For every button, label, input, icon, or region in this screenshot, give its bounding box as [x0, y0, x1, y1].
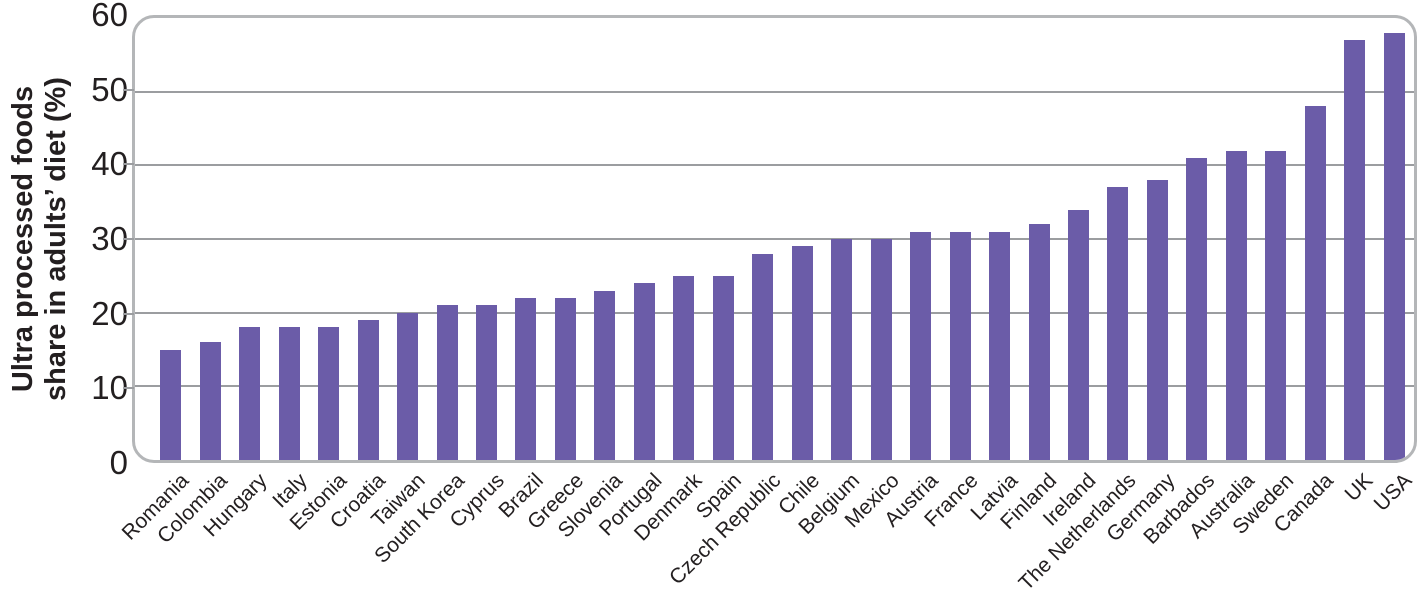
- x-tick-label: USA: [1369, 469, 1417, 516]
- bar-slot: [1059, 18, 1098, 460]
- bar-slot: [388, 18, 427, 460]
- bar-slot: [546, 18, 585, 460]
- bar-denmark: [673, 275, 695, 460]
- bar-slot: [664, 18, 703, 460]
- bar-colombia: [199, 342, 221, 460]
- y-axis-tick: [123, 163, 134, 166]
- bar-brazil: [515, 297, 537, 460]
- bar-austria: [910, 231, 932, 460]
- bar-slot: [1296, 18, 1335, 460]
- y-axis-tick: [123, 387, 134, 390]
- bar-slot: [585, 18, 624, 460]
- gridline: [135, 238, 1414, 240]
- bar-slot: [822, 18, 861, 460]
- bar-czech-republic: [752, 253, 774, 460]
- bar-slot: [1217, 18, 1256, 460]
- bar-uk: [1344, 40, 1366, 460]
- bar-slot: [1019, 18, 1058, 460]
- bar-australia: [1225, 150, 1247, 460]
- y-tick-label: 20: [91, 294, 128, 332]
- bar-slot: [190, 18, 229, 460]
- bar-italy: [278, 327, 300, 460]
- bar-slot: [1177, 18, 1216, 460]
- bar-slot: [901, 18, 940, 460]
- bar-ireland: [1068, 209, 1090, 460]
- y-axis-title-line-1: Ultra processed foods: [7, 85, 39, 393]
- bar-romania: [160, 349, 182, 460]
- y-tick-label: 50: [91, 70, 128, 108]
- bar-slot: [348, 18, 387, 460]
- gridline: [135, 385, 1414, 388]
- gridline: [135, 90, 1414, 93]
- bar-sweden: [1265, 150, 1287, 460]
- bar-cyprus: [475, 305, 497, 460]
- bar-slot: [980, 18, 1019, 460]
- bar-taiwan: [397, 312, 419, 460]
- bar-barbados: [1186, 157, 1208, 460]
- y-tick-label: 30: [91, 220, 128, 257]
- bar-chile: [791, 246, 813, 460]
- bar-slot: [1138, 18, 1177, 460]
- bar-spain: [712, 275, 734, 460]
- bar-mexico: [870, 239, 892, 460]
- y-axis-tick: [123, 312, 134, 315]
- bar-portugal: [633, 283, 655, 460]
- bar-slot: [625, 18, 664, 460]
- y-axis: 0 10 20 30 40 50 60: [40, 0, 128, 481]
- bar-germany: [1146, 180, 1168, 460]
- plot-area: [132, 15, 1417, 463]
- bar-the-netherlands: [1107, 187, 1129, 460]
- bar-france: [949, 231, 971, 460]
- bar-slot: [783, 18, 822, 460]
- bar-finland: [1028, 224, 1050, 460]
- y-axis-tick: [123, 238, 134, 240]
- y-tick-label: 40: [91, 145, 128, 183]
- bar-slot: [1098, 18, 1137, 460]
- gridline: [135, 311, 1414, 314]
- bars-container: [135, 18, 1414, 460]
- bar-latvia: [989, 231, 1011, 460]
- bar-slot: [1375, 18, 1414, 460]
- bar-slovenia: [594, 290, 616, 460]
- bar-slot: [151, 18, 190, 460]
- gridline: [135, 164, 1414, 167]
- bar-canada: [1304, 106, 1326, 460]
- bar-croatia: [357, 320, 379, 460]
- bar-slot: [269, 18, 308, 460]
- bar-slot: [230, 18, 269, 460]
- bar-greece: [554, 297, 576, 460]
- bar-usa: [1383, 32, 1405, 460]
- bar-slot: [704, 18, 743, 460]
- bar-slot: [743, 18, 782, 460]
- bar-slot: [467, 18, 506, 460]
- y-tick-label: 10: [91, 369, 128, 407]
- y-tick-label: 0: [109, 444, 128, 481]
- bar-south-korea: [436, 305, 458, 460]
- x-axis: Romania Colombia Hungary Italy Estonia Croati…: [117, 469, 1416, 610]
- bar-slot: [427, 18, 466, 460]
- bar-slot: [1335, 18, 1374, 460]
- bar-belgium: [831, 239, 853, 460]
- bar-slot: [309, 18, 348, 460]
- bar-estonia: [318, 327, 340, 460]
- bar-slot: [861, 18, 900, 460]
- bar-slot: [940, 18, 979, 460]
- bar-hungary: [239, 327, 261, 460]
- y-tick-label: 60: [91, 0, 128, 33]
- bar-slot: [506, 18, 545, 460]
- y-axis-tick: [123, 88, 134, 91]
- bar-slot: [1256, 18, 1295, 460]
